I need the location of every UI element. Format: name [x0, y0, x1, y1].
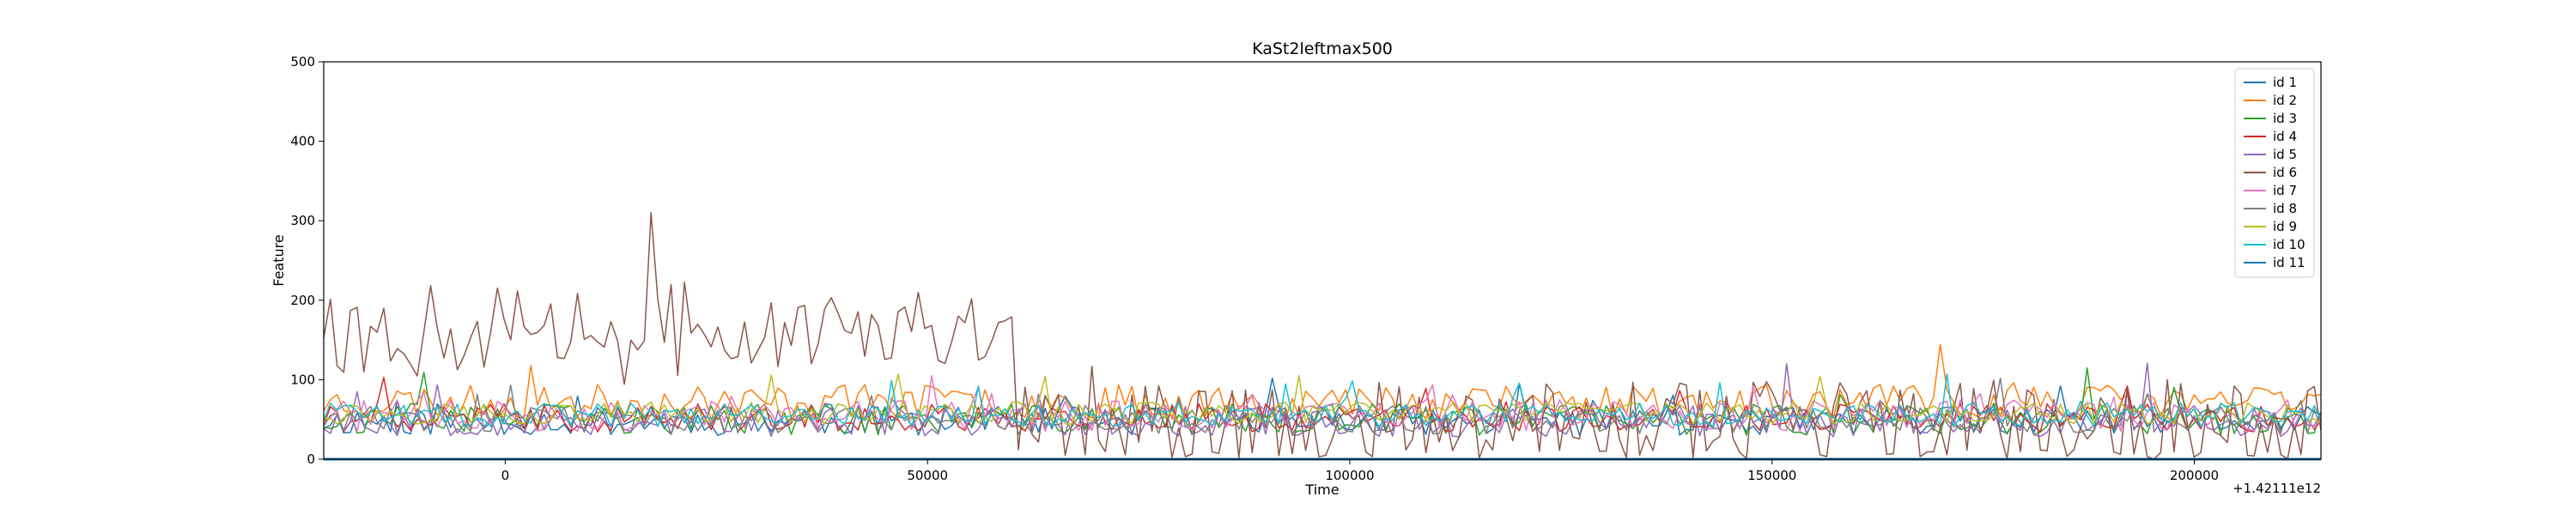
- x-axis-label: Time: [1304, 482, 1339, 498]
- x-tick-label: 0: [501, 468, 510, 483]
- legend-label: id 9: [2273, 219, 2297, 234]
- y-tick-label: 400: [290, 134, 315, 149]
- y-axis-ticks: 0 100 200 300 400 500: [290, 54, 324, 467]
- legend-label: id 5: [2273, 147, 2297, 162]
- y-tick-label: 500: [290, 54, 315, 70]
- legend-label: id 7: [2273, 183, 2297, 198]
- legend-label: id 10: [2273, 237, 2306, 252]
- plot-frame: [323, 61, 2322, 460]
- legend-label: id 3: [2273, 111, 2297, 126]
- legend-label: id 6: [2273, 165, 2297, 180]
- x-axis-offset-label: +1.42111e12: [2233, 481, 2321, 496]
- x-axis-ticks: 0 50000 100000 150000 200000: [501, 459, 2219, 483]
- legend-label: id 1: [2273, 75, 2297, 90]
- series-line-id-6: [323, 212, 2322, 460]
- x-tick-label: 200000: [2170, 468, 2219, 483]
- legend-box: [2234, 68, 2315, 278]
- y-tick-label: 0: [307, 451, 315, 467]
- series-line-id-10: [323, 373, 2322, 427]
- y-tick-label: 300: [290, 213, 315, 228]
- x-tick-label: 150000: [1747, 468, 1796, 483]
- series-line-id-8: [323, 377, 2322, 434]
- x-tick-label: 50000: [907, 468, 948, 483]
- legend-label: id 2: [2273, 93, 2297, 108]
- series-layer: [323, 212, 2322, 461]
- legend-label: id 11: [2273, 255, 2306, 270]
- y-tick-label: 100: [290, 372, 315, 387]
- legend: id 1 id 2 id 3 id 4 id 5 id 6 id 7 id 8 id 9 id 1…: [2234, 68, 2315, 278]
- y-axis-label: Feature: [270, 234, 287, 286]
- legend-label: id 8: [2273, 201, 2297, 216]
- legend-label: id 4: [2273, 129, 2297, 144]
- x-tick-label: 100000: [1325, 468, 1374, 483]
- series-line-id-9: [323, 373, 2322, 425]
- chart-title: KaSt2leftmax500: [1252, 39, 1393, 58]
- y-tick-label: 200: [290, 293, 315, 308]
